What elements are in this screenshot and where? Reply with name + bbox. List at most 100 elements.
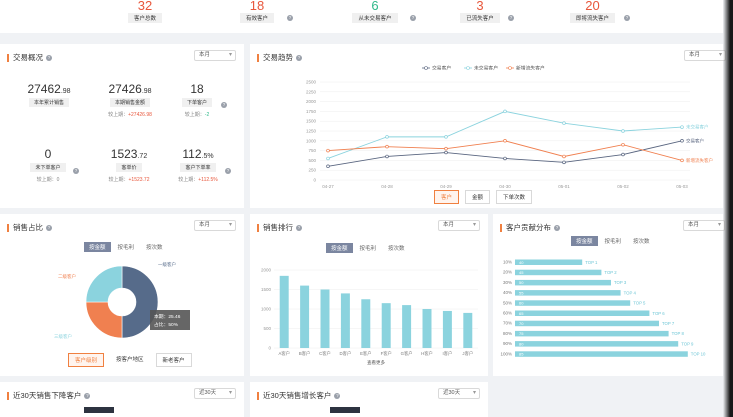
dim-new-old-button[interactable]: 新老客户	[155, 353, 192, 367]
y-tick-label: 750	[308, 148, 316, 153]
tab-by-profit[interactable]: 按毛利	[604, 239, 622, 245]
help-icon[interactable]: ?	[508, 15, 514, 21]
y-tick-label: 1500	[306, 119, 317, 124]
help-icon[interactable]: ?	[624, 15, 630, 21]
slice-label: 三级客户	[54, 333, 72, 340]
growth-period-select[interactable]: 近30天	[438, 388, 480, 399]
tooltip-box	[150, 310, 190, 330]
bar	[300, 285, 310, 348]
help-icon[interactable]: ?	[73, 168, 79, 174]
contrib-period-select[interactable]: 本月	[683, 220, 725, 231]
y-tick-label: 100%	[500, 351, 512, 356]
tab-by-profit[interactable]: 按毛利	[117, 245, 135, 251]
kpi-ordering-customers: 18 下单客户 较上期：-2	[172, 82, 222, 118]
y-tick-label: 30%	[503, 280, 512, 285]
tab-by-profit[interactable]: 按毛利	[359, 246, 377, 252]
metric-customers-button[interactable]: 客户	[434, 190, 460, 204]
tooltip-line: 占比：50%	[154, 321, 179, 328]
legend-marker	[424, 66, 428, 70]
tab-by-amount[interactable]: 按金额	[326, 243, 353, 253]
data-point	[680, 125, 684, 129]
share-title: 销售占比	[13, 223, 43, 232]
bar	[515, 351, 688, 357]
window-edge-shadow	[723, 0, 733, 417]
dim-region-button[interactable]: 按客户地区	[116, 357, 144, 363]
tab-by-amount[interactable]: 按金额	[571, 236, 598, 246]
bar-value-label: 70	[519, 321, 524, 326]
stat-lost-customers[interactable]: 3 已流失客户	[455, 0, 505, 23]
dim-customer-level-button[interactable]: 客户级别	[68, 353, 105, 367]
overview-title: 交易概况	[13, 53, 43, 62]
help-icon[interactable]: ?	[46, 224, 52, 231]
kpi-order-rate: 112.5% 客户下单率 较上期：+112.5%	[178, 147, 218, 183]
decline-period-select[interactable]: 近30天	[194, 388, 236, 399]
trend-card: 交易趋势? 本月 0 250 500 750 1000 1250 1500 1750 2000 2…	[250, 44, 726, 208]
bar-value-label: 65	[519, 311, 524, 316]
bar	[442, 310, 452, 348]
contrib-title: 客户贡献分布	[506, 223, 551, 232]
share-period-select[interactable]: 本月	[194, 220, 236, 231]
data-point	[562, 121, 566, 125]
help-icon[interactable]: ?	[84, 392, 91, 399]
decline-title: 近30天销售下降客户	[13, 391, 82, 400]
top-stats-strip: 32 客户总数 18 有效客户 ? 6 从未交易客户 ? 3 已流失客户 ? 20 即将流…	[0, 0, 723, 33]
legend-marker	[508, 66, 512, 70]
legend-label: 新增流失客户	[516, 65, 545, 72]
bar-value-label: 85	[519, 352, 524, 357]
y-tick-label: 1000	[306, 138, 317, 143]
help-icon[interactable]: ?	[46, 54, 52, 61]
y-tick-label: 20%	[503, 270, 512, 275]
pie-slice	[85, 265, 123, 303]
bar	[515, 341, 679, 347]
kpi-year-sales: 27462.98 本年累计销售	[27, 82, 71, 107]
stat-total-customers[interactable]: 32 客户总数	[120, 0, 170, 23]
metric-amount-button[interactable]: 金额	[465, 190, 491, 204]
bar-rank-label: TOP 4	[624, 290, 637, 295]
bar	[515, 269, 602, 276]
y-tick-label: 90%	[503, 341, 512, 346]
x-tick-label: C客户	[319, 350, 331, 357]
data-point	[621, 129, 625, 133]
tab-by-count[interactable]: 按次数	[633, 239, 650, 245]
y-tick-label: 80%	[503, 331, 512, 336]
growth-title: 近30天销售增长客户	[263, 391, 332, 400]
data-point	[503, 109, 507, 114]
bar-value-label: 75	[519, 331, 524, 336]
trend-period-select[interactable]: 本月	[684, 50, 726, 61]
legend-marker	[466, 66, 470, 70]
help-icon[interactable]: ?	[296, 54, 302, 61]
y-tick-label: 60%	[503, 311, 512, 316]
x-tick-label: 05-01	[558, 184, 570, 189]
help-icon[interactable]: ?	[334, 392, 341, 399]
data-point	[562, 160, 566, 165]
help-icon[interactable]: ?	[287, 15, 293, 21]
rank-period-select[interactable]: 本月	[438, 220, 480, 231]
bar-rank-label: TOP 3	[614, 280, 627, 285]
help-icon[interactable]: ?	[554, 224, 560, 231]
y-tick-label: 50%	[503, 300, 512, 305]
tooltip-line: 本期：25.46	[154, 313, 181, 320]
stat-about-to-lose[interactable]: 20 即将流失客户	[565, 0, 620, 23]
tab-by-amount[interactable]: 按金额	[84, 242, 111, 252]
rank-card: 销售排行? 本月 按金额 按毛利 按次数 0 500 1000 1500 2000 A客户…	[250, 214, 488, 376]
metric-orders-button[interactable]: 下单次数	[496, 190, 533, 204]
help-icon[interactable]: ?	[225, 168, 231, 174]
legend-label: 交易客户	[432, 65, 451, 72]
help-icon[interactable]: ?	[296, 224, 302, 231]
series-end-label: 新增流失客户	[686, 157, 713, 164]
slice-label: 一级客户	[158, 261, 176, 268]
stat-valid-customers[interactable]: 18 有效客户	[232, 0, 282, 23]
tab-by-count[interactable]: 按次数	[146, 245, 163, 251]
stat-never-traded[interactable]: 6 从未交易客户	[345, 0, 405, 23]
bar-rank-label: TOP 2	[604, 270, 617, 275]
contrib-tabs: 按金额 按毛利 按次数	[571, 236, 657, 246]
tab-by-count[interactable]: 按次数	[388, 246, 405, 252]
help-icon[interactable]: ?	[221, 102, 227, 108]
help-icon[interactable]: ?	[410, 15, 416, 21]
overview-period-select[interactable]: 本月	[194, 50, 236, 61]
x-tick-label: B客户	[299, 350, 310, 357]
y-tick-label: 0	[313, 178, 316, 183]
series-line	[327, 140, 683, 167]
data-point	[385, 144, 389, 149]
x-tick-label: 04-28	[381, 184, 393, 189]
